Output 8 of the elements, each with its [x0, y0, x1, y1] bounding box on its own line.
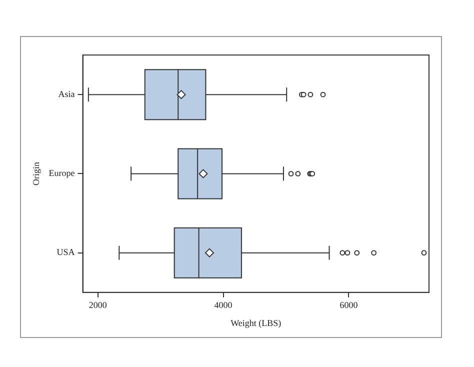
y-axis-title: Origin [30, 161, 41, 186]
y-tick-label: USA [56, 247, 76, 258]
y-tick-label: Asia [58, 88, 75, 99]
x-axis-title: Weight (LBS) [230, 318, 282, 328]
y-tick-label: Europe [48, 168, 75, 178]
x-tick-label: 4000 [214, 300, 233, 310]
x-tick-label: 2000 [88, 300, 108, 310]
x-tick-label: 6000 [340, 300, 358, 310]
